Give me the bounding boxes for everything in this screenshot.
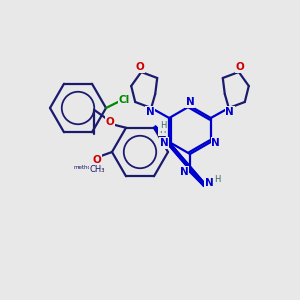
Text: Cl: Cl: [118, 95, 130, 105]
Text: N: N: [186, 97, 194, 107]
Text: N: N: [160, 138, 169, 148]
Text: H: H: [160, 121, 166, 130]
Text: N: N: [180, 167, 188, 177]
Text: O: O: [106, 117, 114, 127]
Text: CH₃: CH₃: [89, 166, 105, 175]
Text: N: N: [146, 107, 154, 117]
Text: O: O: [236, 62, 244, 72]
Text: H: H: [159, 126, 165, 135]
Text: H: H: [214, 176, 220, 184]
Text: N: N: [205, 178, 213, 188]
Text: methoxy: methoxy: [74, 166, 98, 170]
Text: N: N: [225, 107, 234, 117]
Text: N: N: [212, 138, 220, 148]
Text: O: O: [136, 62, 145, 72]
Text: O: O: [93, 155, 101, 165]
